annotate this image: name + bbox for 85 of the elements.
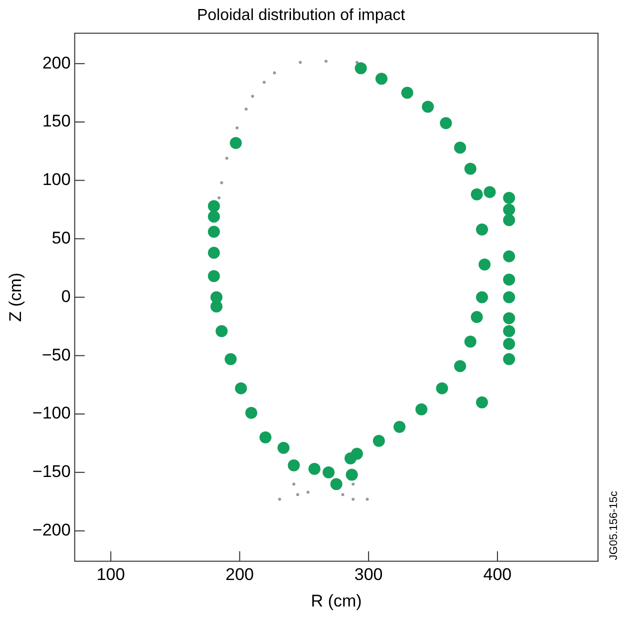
point bbox=[218, 196, 221, 200]
point bbox=[208, 270, 220, 282]
point bbox=[454, 142, 466, 154]
point bbox=[375, 72, 388, 85]
point bbox=[440, 117, 452, 130]
point bbox=[470, 311, 483, 324]
point bbox=[503, 325, 516, 338]
point bbox=[503, 353, 516, 366]
point bbox=[422, 100, 434, 113]
point bbox=[476, 223, 488, 236]
point bbox=[234, 382, 247, 394]
point bbox=[259, 431, 272, 444]
point bbox=[394, 420, 406, 433]
point bbox=[224, 353, 237, 366]
point bbox=[352, 498, 355, 501]
x-tick-label: 400 bbox=[483, 565, 512, 584]
point bbox=[503, 312, 516, 324]
y-axis-title: Z (cm) bbox=[6, 272, 25, 322]
point bbox=[355, 60, 358, 64]
point bbox=[236, 126, 239, 130]
text: JG05.156-15c bbox=[608, 490, 620, 560]
point bbox=[308, 462, 320, 475]
y-tick-label: −100 bbox=[32, 404, 71, 423]
point bbox=[354, 62, 367, 74]
chart-title: Poloidal distribution of impact bbox=[196, 7, 406, 24]
y-tick-label: −50 bbox=[42, 345, 71, 364]
point bbox=[298, 60, 302, 64]
point bbox=[292, 482, 296, 486]
point bbox=[208, 200, 220, 212]
y-tick-label: 200 bbox=[42, 53, 71, 72]
point bbox=[484, 186, 496, 198]
point bbox=[503, 192, 516, 204]
x-tick-label: 300 bbox=[354, 565, 383, 584]
point bbox=[322, 466, 335, 478]
point bbox=[436, 382, 448, 394]
point bbox=[352, 482, 355, 486]
point bbox=[503, 204, 516, 216]
point bbox=[464, 162, 476, 175]
point bbox=[366, 498, 369, 501]
x-tick-label: 100 bbox=[96, 565, 125, 584]
point bbox=[503, 338, 516, 350]
point bbox=[344, 452, 357, 464]
point bbox=[476, 291, 488, 304]
y-tick-label: 100 bbox=[42, 170, 71, 190]
point bbox=[210, 300, 222, 313]
point bbox=[208, 226, 220, 238]
point bbox=[478, 258, 491, 270]
point bbox=[464, 336, 476, 348]
point bbox=[230, 137, 242, 150]
point bbox=[245, 406, 258, 419]
y-tick-label: 150 bbox=[42, 112, 71, 131]
point bbox=[454, 360, 466, 372]
point bbox=[208, 246, 220, 259]
point bbox=[262, 80, 266, 84]
point bbox=[372, 434, 385, 447]
point bbox=[415, 403, 428, 416]
point bbox=[341, 493, 344, 496]
point bbox=[288, 459, 300, 472]
point bbox=[296, 493, 300, 496]
point bbox=[244, 108, 248, 111]
x-axis-title: R (cm) bbox=[310, 591, 362, 610]
point bbox=[346, 468, 358, 481]
y-tick-label: 0 bbox=[61, 286, 71, 306]
point bbox=[220, 181, 224, 184]
point bbox=[216, 325, 228, 338]
point bbox=[225, 156, 228, 160]
point bbox=[278, 442, 290, 454]
point bbox=[503, 291, 516, 304]
point bbox=[278, 498, 282, 501]
x-tick-label: 200 bbox=[225, 565, 254, 584]
point bbox=[476, 396, 488, 408]
y-tick-label: −150 bbox=[32, 462, 71, 482]
point bbox=[401, 86, 414, 99]
point bbox=[330, 478, 342, 490]
point bbox=[208, 210, 220, 223]
point bbox=[251, 94, 254, 98]
point bbox=[324, 60, 328, 63]
y-tick-label: 50 bbox=[52, 228, 71, 248]
y-tick-label: −200 bbox=[32, 520, 71, 540]
point bbox=[503, 250, 516, 262]
point bbox=[503, 214, 516, 226]
point bbox=[470, 188, 483, 200]
point bbox=[503, 274, 516, 286]
point bbox=[272, 71, 276, 74]
point bbox=[306, 490, 310, 494]
